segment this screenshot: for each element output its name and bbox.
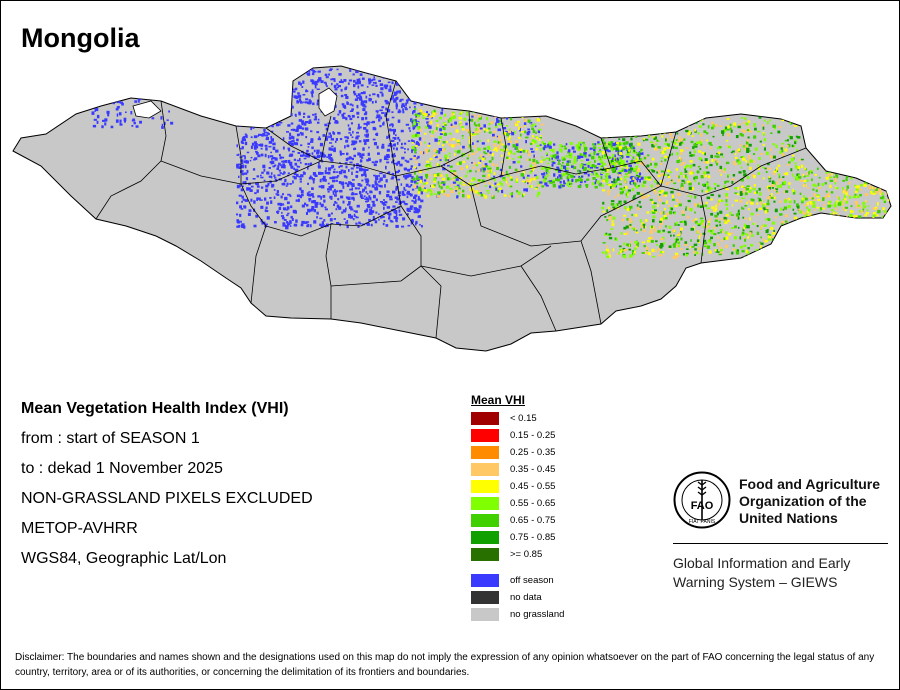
legend-label: 0.35 - 0.45 [510,464,555,475]
legend-swatch [471,531,499,544]
legend-item: 0.45 - 0.55 [471,478,564,495]
divider [673,543,888,544]
legend-swatch [471,497,499,510]
legend-label: 0.15 - 0.25 [510,430,555,441]
fao-name-line: Organization of the [739,493,880,510]
sensor-name: METOP-AVHRR [21,519,313,549]
period-from: from : start of SEASON 1 [21,429,313,459]
giews-line: Global Information and Early [673,554,850,573]
legend-item: 0.55 - 0.65 [471,495,564,512]
legend-swatch [471,574,499,587]
legend-label: 0.25 - 0.35 [510,447,555,458]
legend-label: 0.55 - 0.65 [510,498,555,509]
fao-name: Food and Agriculture Organization of the… [739,476,880,527]
legend-classes: < 0.15 0.15 - 0.25 0.25 - 0.35 0.35 - 0.45 0… [471,410,564,563]
legend-item: >= 0.85 [471,546,564,563]
legend-swatch [471,548,499,561]
legend-item: 0.35 - 0.45 [471,461,564,478]
legend-title: Mean VHI [471,393,564,407]
legend-label: no data [510,592,542,603]
legend-swatch [471,446,499,459]
legend-label: 0.75 - 0.85 [510,532,555,543]
fao-name-line: Food and Agriculture [739,476,880,493]
legend-swatch [471,514,499,527]
legend-item: 0.75 - 0.85 [471,529,564,546]
map-title: Mongolia [21,23,139,54]
projection: WGS84, Geographic Lat/Lon [21,549,313,579]
period-to: to : dekad 1 November 2025 [21,459,313,489]
legend: Mean VHI < 0.15 0.15 - 0.25 0.25 - 0.35 0.3… [471,393,564,623]
fao-name-line: United Nations [739,510,880,527]
legend-label: 0.65 - 0.75 [510,515,555,526]
legend-label: >= 0.85 [510,549,542,560]
giews-name: Global Information and Early Warning Sys… [673,554,850,592]
legend-special: off season no data no grassland [471,572,564,623]
disclaimer: Disclaimer: The boundaries and names sho… [15,650,887,680]
legend-item: off season [471,572,564,589]
mask-note: NON-GRASSLAND PIXELS EXCLUDED [21,489,313,519]
legend-label: no grassland [510,609,564,620]
mongolia-vhi-map [1,56,900,356]
legend-label: < 0.15 [510,413,537,424]
legend-swatch [471,480,499,493]
legend-swatch [471,429,499,442]
legend-item: < 0.15 [471,410,564,427]
emblem-motto: FIAT PANIS [689,519,716,525]
legend-label: 0.45 - 0.55 [510,481,555,492]
legend-item: 0.25 - 0.35 [471,444,564,461]
legend-item: 0.15 - 0.25 [471,427,564,444]
legend-item: no grassland [471,606,564,623]
legend-swatch [471,463,499,476]
legend-swatch [471,608,499,621]
map-info-block: Mean Vegetation Health Index (VHI) from … [21,399,313,579]
legend-label: off season [510,575,554,586]
emblem-letters: FAO [691,500,714,512]
legend-swatch [471,591,499,604]
fao-emblem-icon: FAO FIAT PANIS [673,471,731,529]
index-name: Mean Vegetation Health Index (VHI) [21,399,313,429]
legend-item: no data [471,589,564,606]
legend-item: 0.65 - 0.75 [471,512,564,529]
legend-swatch [471,412,499,425]
giews-line: Warning System – GIEWS [673,573,850,592]
